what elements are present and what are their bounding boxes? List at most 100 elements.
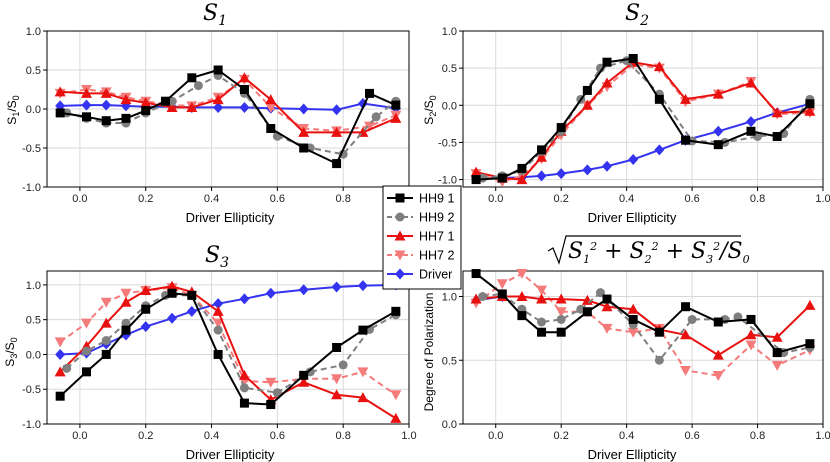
data-point-hh7-1: [581, 99, 593, 110]
data-point-hh9-1: [266, 400, 276, 410]
data-point-hh9-2: [371, 112, 381, 122]
data-point-hh7-2: [364, 121, 376, 132]
data-point-driver: [582, 164, 593, 176]
y-tick-label: 1.0: [26, 26, 41, 38]
data-point-hh7-1: [140, 97, 152, 108]
data-point-hh9-1: [471, 269, 481, 279]
data-point-hh9-2: [272, 388, 282, 398]
x-tick-label: 0.2: [138, 430, 153, 442]
data-point-hh9-1: [556, 123, 566, 133]
data-point-driver: [239, 293, 250, 305]
data-point-hh7-1: [212, 305, 224, 316]
data-point-driver: [81, 99, 92, 111]
data-point-hh7-2: [100, 297, 112, 308]
data-point-hh9-1: [121, 113, 131, 123]
data-point-hh7-1: [186, 101, 198, 112]
plot-frame: [462, 30, 824, 188]
data-point-hh9-1: [299, 370, 309, 380]
y-tick-label: 0.0: [442, 100, 457, 112]
data-point-hh9-1: [497, 289, 507, 299]
data-point-hh7-1: [712, 88, 724, 99]
x-tick-label: 0.2: [554, 430, 569, 442]
x-tick-label: 0.8: [750, 193, 765, 205]
data-point-hh7-2: [54, 337, 66, 348]
y-tick-label: 0.5: [442, 355, 457, 367]
data-point-hh9-1: [582, 307, 592, 317]
data-point-hh7-2: [390, 390, 402, 401]
data-point-hh9-1: [101, 116, 111, 126]
x-tick-label: 1.0: [401, 430, 416, 442]
data-point-driver: [331, 281, 342, 293]
data-point-hh9-2: [121, 318, 131, 328]
data-point-driver: [331, 104, 342, 116]
data-point-hh7-1: [601, 301, 613, 312]
data-point-hh9-1: [681, 302, 691, 312]
data-point-hh7-1: [120, 94, 132, 105]
data-point-hh7-2: [265, 377, 277, 388]
legend-marker-hh7-1: [394, 230, 406, 241]
data-point-driver: [55, 348, 66, 360]
data-point-driver: [265, 287, 276, 299]
data-point-hh7-1: [680, 329, 692, 340]
y-tick-label: 0.5: [26, 65, 41, 77]
x-tick-label: 0.2: [554, 193, 569, 205]
data-point-hh7-2: [745, 340, 757, 351]
data-point-hh7-1: [80, 87, 92, 98]
data-point-hh9-2: [537, 317, 547, 327]
data-point-hh7-1: [298, 126, 310, 137]
data-point-hh7-1: [238, 369, 250, 380]
legend-marker-hh9-1: [395, 193, 405, 203]
data-point-hh9-1: [141, 304, 151, 314]
plot-frame: [46, 270, 410, 425]
data-point-hh7-1: [745, 329, 757, 340]
data-point-hh9-1: [772, 348, 782, 358]
data-point-hh7-1: [771, 331, 783, 342]
data-point-hh7-1: [100, 317, 112, 328]
data-point-hh7-1: [120, 296, 132, 307]
panel-title-dop: S12 + S22 + S32/S0: [547, 235, 750, 266]
data-point-hh9-1: [187, 73, 197, 83]
data-point-hh9-2: [654, 355, 664, 365]
data-point-hh7-2: [680, 365, 692, 376]
data-point-hh7-1: [265, 94, 277, 105]
y-tick-label: -1.0: [22, 182, 41, 194]
y-tick-label: 0.0: [26, 349, 41, 361]
data-point-hh7-2: [627, 327, 639, 338]
y-tick-label: 0.0: [442, 419, 457, 431]
data-point-driver: [746, 116, 756, 128]
data-point-hh9-1: [239, 398, 249, 408]
series-line-hh7-1: [59, 285, 397, 420]
plot-frame: [462, 270, 824, 425]
data-point-hh7-2: [120, 288, 132, 299]
data-point-hh7-2: [265, 102, 277, 113]
data-point-hh9-1: [746, 126, 756, 136]
data-point-hh7-1: [627, 303, 639, 314]
data-point-hh7-1: [140, 284, 152, 295]
data-point-hh9-1: [628, 53, 638, 63]
x-tick-label: 0.0: [72, 430, 87, 442]
data-point-hh9-1: [213, 65, 223, 75]
data-point-hh9-2: [239, 383, 249, 393]
data-point-hh9-1: [628, 314, 638, 324]
data-point-driver: [602, 160, 612, 172]
data-point-hh7-1: [516, 174, 528, 185]
data-point-hh7-1: [804, 299, 816, 310]
data-point-hh9-1: [55, 108, 65, 118]
data-point-hh7-1: [601, 77, 613, 88]
y-axis-label-s2: S2/S0: [422, 95, 438, 124]
y-tick-label: 1.0: [442, 292, 457, 304]
data-point-hh7-1: [54, 86, 66, 97]
data-point-driver: [186, 305, 197, 317]
y-tick-label: -0.5: [22, 143, 41, 155]
data-point-hh9-1: [121, 325, 131, 335]
data-point-driver: [556, 168, 567, 180]
legend-label-hh9-1: HH9 1: [419, 192, 454, 206]
y-tick-label: 1.0: [26, 280, 41, 292]
data-point-hh7-2: [357, 367, 369, 378]
data-point-hh7-2: [496, 279, 508, 290]
x-axis-label-s1: Driver Ellipticity: [186, 210, 275, 225]
panel-s2: 0.0 0.2 0.4 0.6 0.8 1.0 -1.0 -0.5 0.0 0.5 1.0: [438, 26, 830, 205]
y-axis-label-s1: S1/S0: [5, 95, 21, 124]
data-point-hh9-1: [55, 391, 65, 401]
